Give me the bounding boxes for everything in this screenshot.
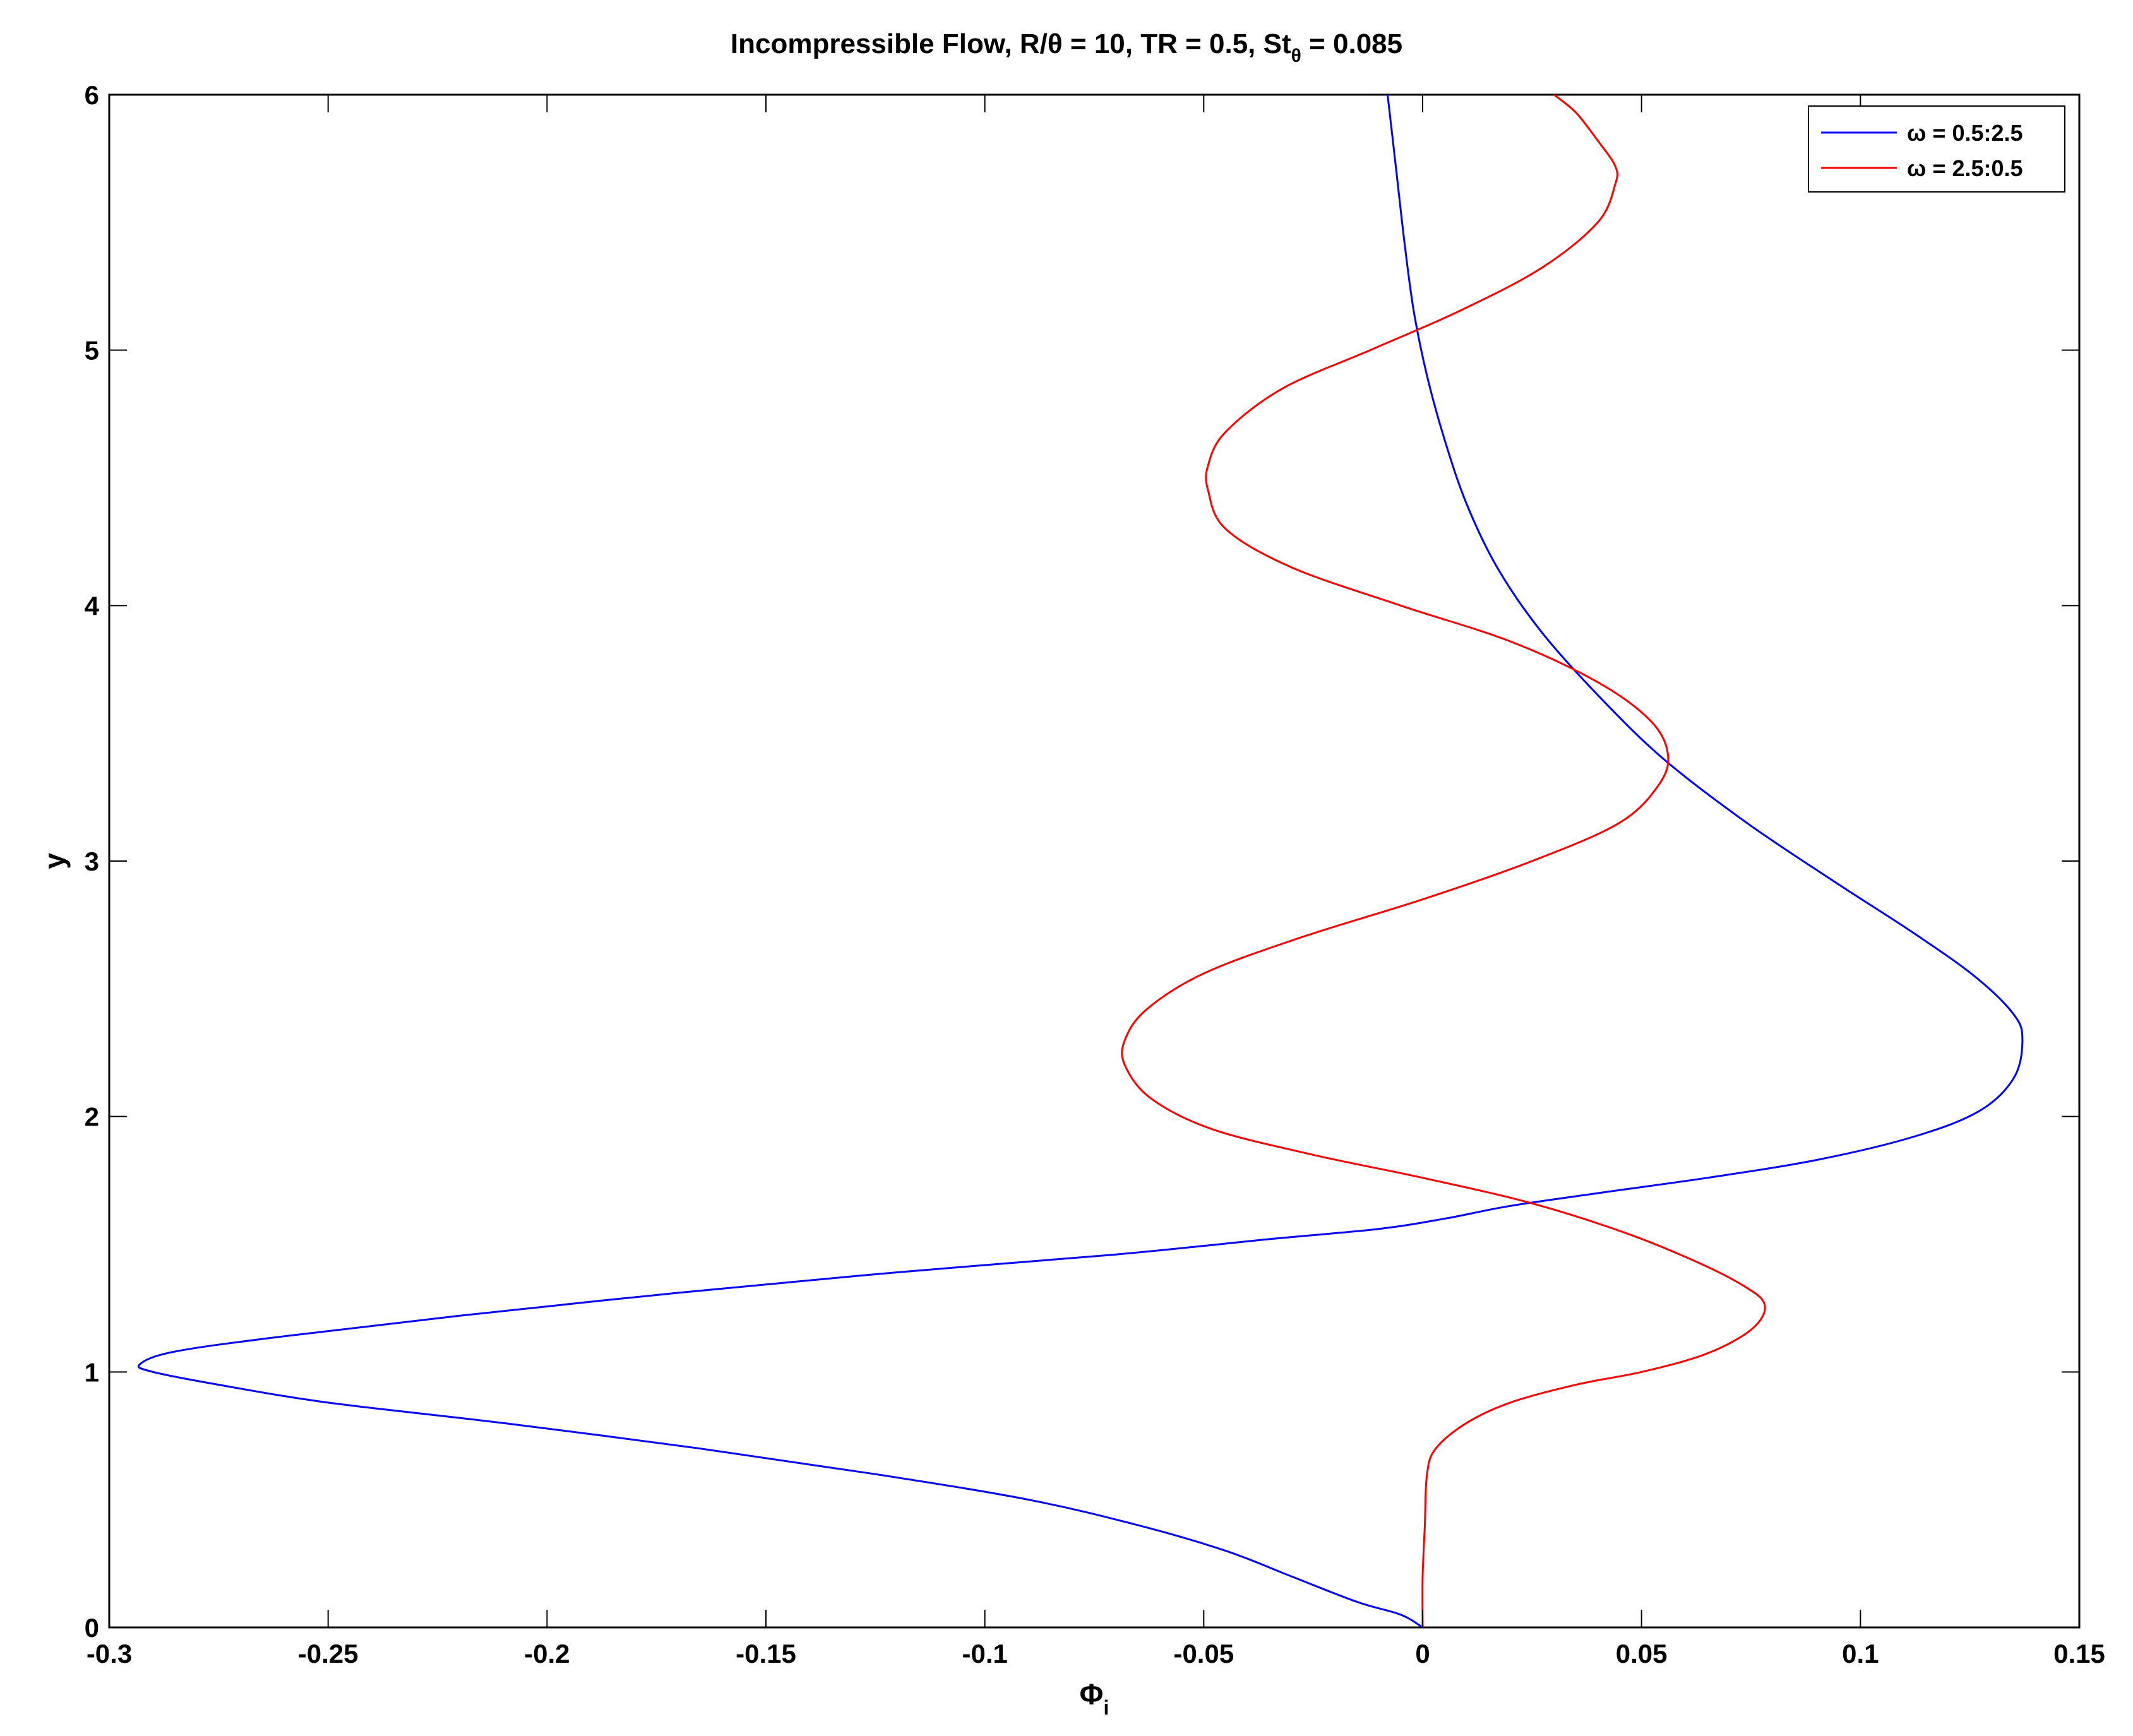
x-axis-label: Φi — [1080, 1678, 1109, 1719]
x-tick-label: -0.05 — [1173, 1639, 1234, 1668]
legend-label-series-2: ω = 2.5:0.5 — [1907, 155, 2023, 181]
chart-title: Incompressible Flow, R/θ = 10, TR = 0.5,… — [731, 28, 1402, 66]
y-tick-labels: 0 1 2 3 4 5 6 — [85, 80, 100, 1643]
y-tick-label: 0 — [85, 1613, 99, 1643]
x-tick-label: -0.3 — [87, 1639, 132, 1668]
x-axis-label-subscript: i — [1103, 1696, 1109, 1719]
chart-title-main: Incompressible Flow, R/θ = 10, TR = 0.5,… — [731, 28, 1291, 59]
series-group — [137, 93, 2024, 1629]
y-tick-label: 2 — [85, 1102, 99, 1132]
x-tick-label: -0.15 — [736, 1639, 796, 1668]
x-tick-label: -0.25 — [298, 1639, 359, 1668]
plot-frame — [108, 93, 2081, 1629]
x-tick-label: 0.1 — [1842, 1639, 1879, 1668]
series-line-1 — [137, 94, 2024, 1629]
x-tick-label: -0.2 — [524, 1639, 570, 1668]
legend: ω = 0.5:2.5 ω = 2.5:0.5 — [1808, 105, 2065, 193]
chart-title-subscript: θ — [1291, 45, 1301, 66]
x-tick-label: -0.1 — [962, 1639, 1007, 1668]
series-line-2 — [1121, 93, 1766, 1628]
x-tick-label: 0.05 — [1616, 1639, 1668, 1668]
x-tick-labels: -0.3 -0.25 -0.2 -0.15 -0.1 -0.05 0 0.05 0.1 0.15 — [87, 1639, 2105, 1668]
chart-title-tail: = 0.085 — [1301, 28, 1402, 59]
x-tick-label: 0.15 — [2053, 1639, 2105, 1668]
y-tick-label: 5 — [85, 336, 99, 366]
y-tick-label: 4 — [85, 591, 100, 621]
x-tick-label: 0 — [1415, 1639, 1430, 1668]
y-tick-label: 6 — [85, 80, 99, 110]
y-tick-label: 1 — [85, 1357, 99, 1387]
legend-box — [1808, 105, 2065, 193]
plot-area — [108, 93, 2081, 1629]
y-axis-label: y — [38, 853, 71, 869]
y-tick-label: 3 — [85, 847, 99, 876]
x-axis-label-main: Φ — [1080, 1678, 1104, 1711]
y-tick-marks — [109, 94, 2079, 1628]
legend-label-series-1: ω = 0.5:2.5 — [1907, 120, 2023, 146]
